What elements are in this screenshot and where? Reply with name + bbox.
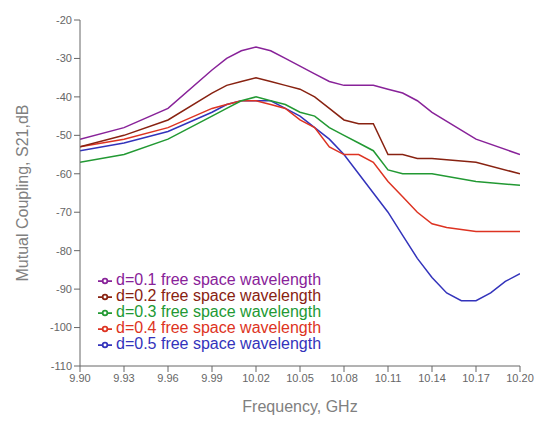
svg-text:-100: -100 [50,321,72,333]
svg-text:-110: -110 [51,360,72,372]
svg-text:-20: -20 [56,14,72,26]
svg-text:9.90: 9.90 [69,372,90,384]
svg-text:10.11: 10.11 [375,372,402,384]
svg-text:Frequency, GHz: Frequency, GHz [242,398,357,415]
svg-text:-30: -30 [56,52,72,64]
svg-text:10.17: 10.17 [462,372,490,384]
svg-text:10.14: 10.14 [418,372,446,384]
html-text:d=0.3 free space wavelength: d=0.3 free space wavelength [116,303,321,320]
svg-text:-80: -80 [56,245,72,257]
svg-text:9.96: 9.96 [157,372,178,384]
svg-text:10.05: 10.05 [286,372,314,384]
html-text:d=0.2 free space wavelength: d=0.2 free space wavelength [116,287,321,304]
svg-text:10.08: 10.08 [330,372,358,384]
svg-text:10.02: 10.02 [242,372,270,384]
svg-text:-60: -60 [56,168,72,180]
html-text:d=0.4 free space wavelength: d=0.4 free space wavelength [116,319,321,336]
html-text:d=0.1 free space wavelength: d=0.1 free space wavelength [116,271,321,288]
svg-text:10.20: 10.20 [506,372,534,384]
svg-text:9.99: 9.99 [201,372,222,384]
svg-text:-70: -70 [56,206,72,218]
svg-text:-90: -90 [56,283,72,295]
svg-text:-40: -40 [56,91,72,103]
html-text:d=0.5 free space wavelength: d=0.5 free space wavelength [116,335,321,352]
svg-text:Mutual Coupling, S21,dB: Mutual Coupling, S21,dB [14,105,31,282]
svg-text:-50: -50 [56,129,72,141]
svg-text:9.93: 9.93 [113,372,134,384]
